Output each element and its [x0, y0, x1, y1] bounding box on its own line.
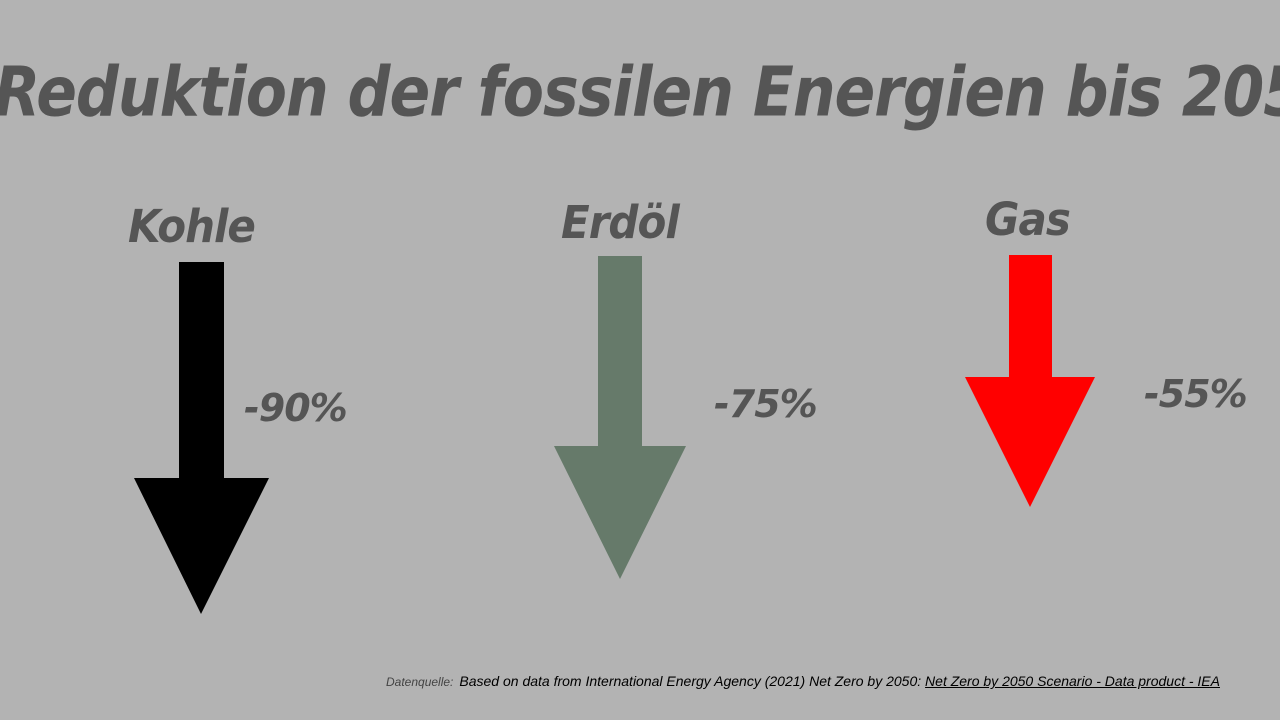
source-link[interactable]: Net Zero by 2050 Scenario - Data product… [925, 673, 1220, 689]
slide-title: Reduktion der fossilen Energien bis 2050 [0, 52, 1280, 133]
arrow-gas-shape [965, 255, 1095, 507]
label-gas: Gas [985, 193, 1071, 246]
source-text: Based on data from International Energy … [459, 673, 926, 689]
arrow-erdoel-shape [554, 256, 686, 579]
arrow-down-icon-gas [965, 255, 1095, 507]
reduction-kohle: -90% [244, 386, 348, 430]
arrow-down-icon-kohle [134, 262, 269, 614]
label-kohle: Kohle [128, 200, 256, 253]
arrow-kohle-shape [134, 262, 269, 614]
reduction-erdoel: -75% [714, 382, 818, 426]
source-label: Datenquelle: [386, 675, 454, 689]
label-erdoel: Erdöl [561, 196, 680, 249]
reduction-gas: -55% [1144, 372, 1248, 416]
arrow-down-icon-erdoel [554, 256, 686, 579]
source-note: Datenquelle: Based on data from Internati… [386, 673, 1220, 689]
